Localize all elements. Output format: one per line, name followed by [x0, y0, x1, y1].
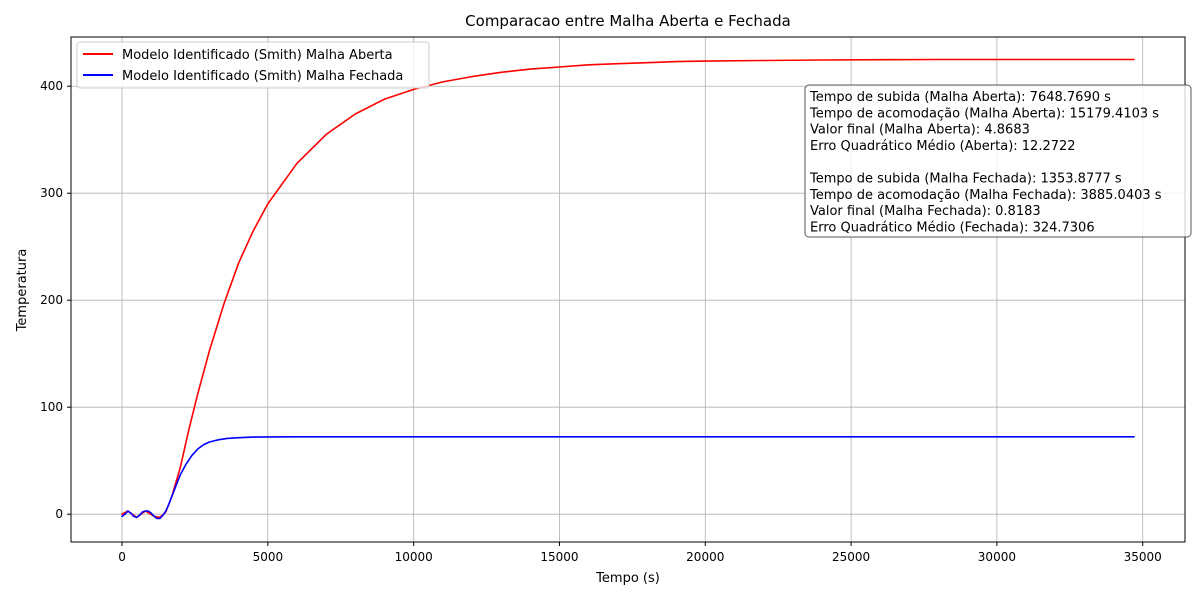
- x-tick-label: 10000: [395, 550, 433, 564]
- x-tick-label: 15000: [540, 550, 578, 564]
- metrics-annotation: Tempo de subida (Malha Aberta): 7648.769…: [804, 84, 1192, 238]
- y-tick-label: 200: [40, 293, 63, 307]
- x-tick-label: 20000: [686, 550, 724, 564]
- legend-label-open-loop: Modelo Identificado (Smith) Malha Aberta: [122, 48, 393, 63]
- x-tick-label: 0: [118, 550, 126, 564]
- metrics-annotation-box: [804, 84, 1192, 238]
- annotation-line: Tempo de subida (Malha Aberta): 7648.769…: [809, 90, 1111, 105]
- legend-box: [76, 41, 430, 89]
- x-tick-label: 35000: [1124, 550, 1162, 564]
- plot-frame: [70, 36, 1186, 543]
- annotation-line: Tempo de acomodação (Malha Aberta): 1517…: [809, 106, 1159, 121]
- annotation-line: Tempo de subida (Malha Fechada): 1353.87…: [809, 172, 1122, 187]
- y-tick-label: 300: [40, 186, 63, 200]
- x-axis-label: Tempo (s): [595, 571, 660, 586]
- annotation-line: Erro Quadrático Médio (Fechada): 324.730…: [810, 220, 1095, 235]
- annotation-line: Tempo de acomodação (Malha Fechada): 388…: [809, 188, 1162, 203]
- series-layer: [121, 58, 1135, 520]
- y-tick-label: 400: [40, 79, 63, 93]
- chart-title: Comparacao entre Malha Aberta e Fechada: [465, 12, 791, 30]
- x-tick-label: 25000: [832, 550, 870, 564]
- y-axis-label: Temperatura: [15, 249, 30, 333]
- tick-layer: 0 5000 10000 15000 20000 25000 30000 35000 0 100 2…: [40, 79, 1162, 564]
- annotation-line: Erro Quadrático Médio (Aberta): 12.2722: [810, 139, 1076, 154]
- series-line-closed-loop: [121, 435, 1135, 520]
- annotation-line: Valor final (Malha Aberta): 4.8683: [810, 123, 1030, 138]
- x-tick-label: 30000: [978, 550, 1016, 564]
- legend-label-closed-loop: Modelo Identificado (Smith) Malha Fechad…: [122, 69, 403, 84]
- legend: Modelo Identificado (Smith) Malha Aberta…: [76, 41, 430, 89]
- y-tick-label: 100: [40, 400, 63, 414]
- x-tick-label: 5000: [253, 550, 284, 564]
- y-tick-label: 0: [55, 507, 63, 521]
- annotation-line: Valor final (Malha Fechada): 0.8183: [810, 204, 1041, 219]
